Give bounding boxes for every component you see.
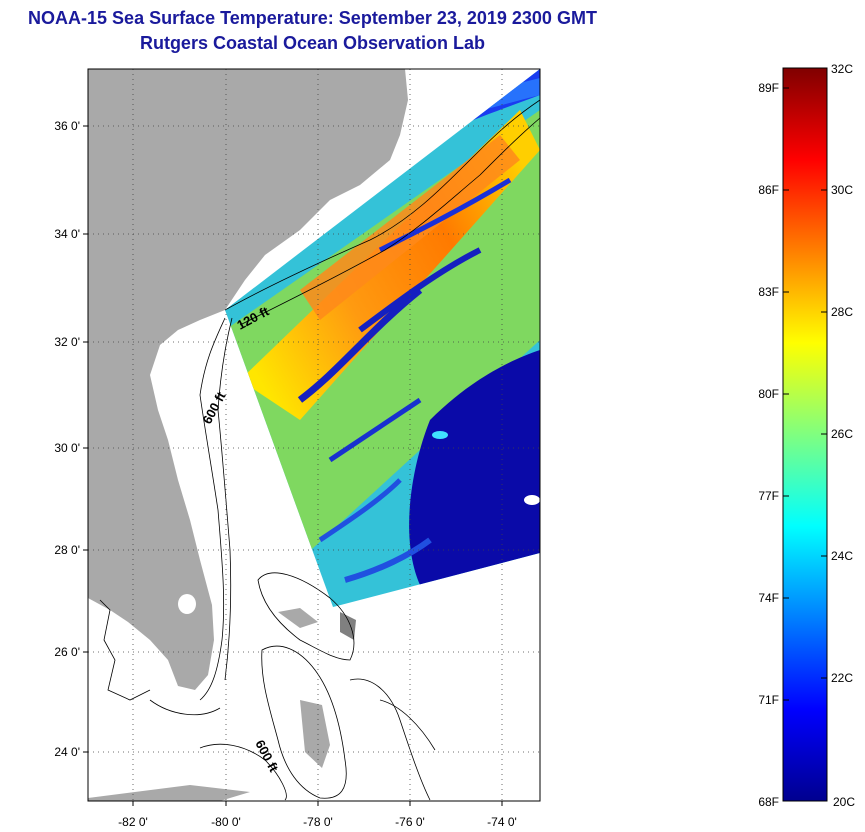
lat-tick-label: 28 0' [54, 543, 80, 557]
lat-tick-label: 32 0' [54, 335, 80, 349]
colorbar-f-label: 77F [758, 489, 779, 503]
colorbar-f-label: 71F [758, 693, 779, 707]
axis-ticks [83, 125, 503, 806]
lon-tick-label: -74 0' [487, 815, 517, 829]
land-abaco [340, 612, 356, 640]
colorbar-f-label: 86F [758, 183, 779, 197]
colorbar-c-label: 24C [831, 549, 853, 563]
land-andros [300, 700, 330, 768]
colorbar-ticks [783, 87, 827, 701]
graticule [88, 69, 540, 801]
colorbar-c-label: 32C [831, 62, 853, 76]
lon-tick-label: -78 0' [303, 815, 333, 829]
land-grand-bahama [278, 608, 318, 628]
colorbar-gradient [782, 67, 828, 802]
lake-okeechobee [178, 594, 196, 614]
lon-tick-label: -80 0' [211, 815, 241, 829]
colorbar-f-label: 80F [758, 387, 779, 401]
map-frame [87, 68, 541, 802]
lat-tick-label: 26 0' [54, 645, 80, 659]
colorbar-f-label: 74F [758, 591, 779, 605]
bathymetry-contours [99, 99, 540, 801]
colorbar-c-label: 26C [831, 427, 853, 441]
temperature-colorbar: 89F 86F 83F 80F 77F 74F 71F 68F 32C 30C … [758, 62, 855, 809]
lon-tick-label: -76 0' [395, 815, 425, 829]
colorbar-c-label: 20C [833, 795, 855, 809]
lon-tick-label: -82 0' [118, 815, 148, 829]
lat-tick-label: 30 0' [54, 441, 80, 455]
colorbar-c-label: 30C [831, 183, 853, 197]
colorbar-c-label: 28C [831, 305, 853, 319]
colorbar-f-label: 83F [758, 285, 779, 299]
map-title: NOAA-15 Sea Surface Temperature: Septemb… [28, 8, 597, 28]
colorbar-c-label: 22C [831, 671, 853, 685]
lat-tick-label: 34 0' [54, 227, 80, 241]
land-southeast-us [88, 69, 408, 690]
map-area: 120 ft 600 ft 600 ft [88, 69, 540, 801]
colorbar-f-label: 68F [758, 795, 779, 809]
land-cuba [88, 785, 250, 801]
lat-tick-label: 24 0' [54, 745, 80, 759]
map-subtitle: Rutgers Coastal Ocean Observation Lab [139, 33, 486, 53]
colorbar-f-label: 89F [758, 81, 779, 95]
lat-tick-label: 36 0' [54, 119, 80, 133]
